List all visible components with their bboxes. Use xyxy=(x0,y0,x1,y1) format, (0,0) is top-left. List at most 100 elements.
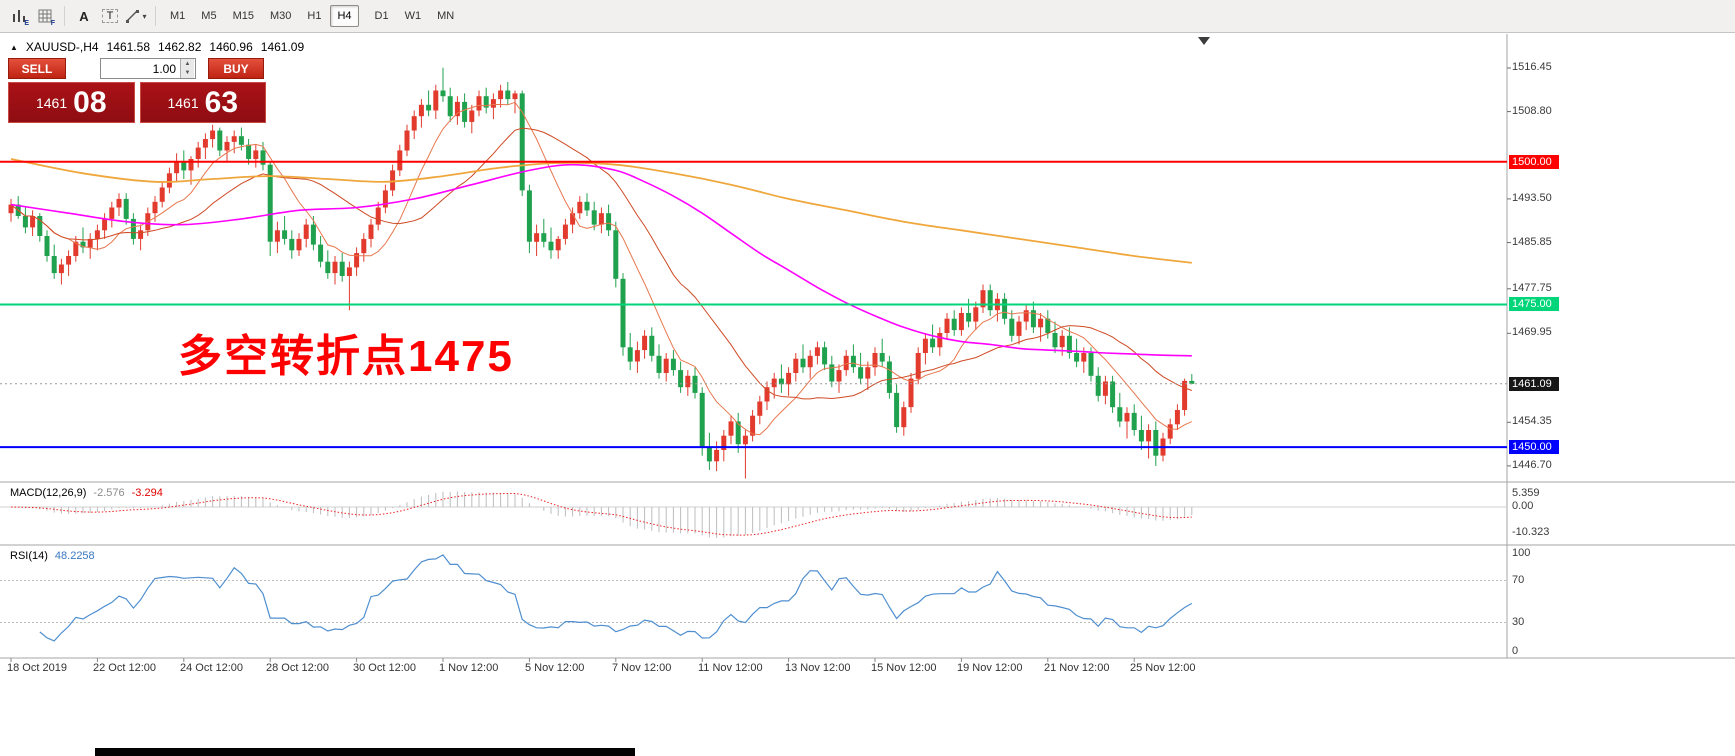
timeframe-d1-button[interactable]: D1 xyxy=(368,5,396,27)
macd-axis-label: -10.323 xyxy=(1512,526,1550,538)
one-click-trading-panel: SELL ▲ ▼ BUY 1461 08 1461 63 xyxy=(8,58,266,123)
sell-price-base: 1461 xyxy=(35,94,68,111)
time-axis-label: 22 Oct 12:00 xyxy=(93,662,156,674)
moving-averages xyxy=(10,101,1193,436)
trendline-tool-icon xyxy=(126,9,140,23)
price-axis-label: 1469.95 xyxy=(1512,326,1552,338)
volume-spinner: ▲ ▼ xyxy=(180,59,194,78)
price-tag-1475.00: 1475.00 xyxy=(1509,297,1559,311)
timeframe-mn-button[interactable]: MN xyxy=(430,5,461,27)
candlestick-chart-icon xyxy=(13,10,25,22)
ma-fast-line xyxy=(10,101,1193,436)
time-axis-label: 24 Oct 12:00 xyxy=(180,662,243,674)
toolbar-separator xyxy=(64,6,65,26)
chart-annotation-text: 多空转折点1475 xyxy=(178,332,514,381)
volume-input[interactable] xyxy=(101,59,180,78)
buy-button[interactable]: BUY xyxy=(208,58,264,79)
time-axis-label: 7 Nov 12:00 xyxy=(612,662,672,674)
sell-price-pips: 08 xyxy=(73,85,107,119)
chart-template-e-button[interactable]: E xyxy=(7,4,31,28)
price-axis-label: 1516.45 xyxy=(1512,61,1552,73)
text-annotation-button[interactable]: A xyxy=(72,4,96,28)
timeframe-w1-button[interactable]: W1 xyxy=(398,5,429,27)
macd-value: -2.576 xyxy=(93,487,125,499)
subscript-f-label: F xyxy=(50,20,55,27)
timeframe-m5-button[interactable]: M5 xyxy=(194,5,223,27)
rsi-axis-label: 30 xyxy=(1512,616,1525,628)
open-value: 1461.58 xyxy=(106,40,150,54)
time-axis-label: 30 Oct 12:00 xyxy=(353,662,416,674)
horizontal-level-lines[interactable] xyxy=(0,160,1507,449)
subscript-e-label: E xyxy=(24,20,29,27)
collapse-trade-panel-icon[interactable]: ▲ xyxy=(10,42,18,52)
sell-button[interactable]: SELL xyxy=(8,58,66,79)
dropdown-caret-icon: ▾ xyxy=(142,11,147,21)
timeframe-m30-button[interactable]: M30 xyxy=(263,5,298,27)
ma-medium-line xyxy=(10,127,1192,400)
timeframe-m15-button[interactable]: M15 xyxy=(226,5,261,27)
close-value: 1461.09 xyxy=(260,40,305,54)
time-axis-label: 11 Nov 12:00 xyxy=(698,662,763,674)
ma-magenta-line xyxy=(10,163,1192,357)
price-tag-1500.00: 1500.00 xyxy=(1509,155,1559,169)
buy-price-tile[interactable]: 1461 63 xyxy=(139,82,266,123)
macd-signal-value: -3.294 xyxy=(131,487,163,499)
macd-axis-label: 0.00 xyxy=(1512,500,1534,512)
volume-control: ▲ ▼ xyxy=(100,58,196,79)
low-value: 1460.96 xyxy=(209,40,253,54)
panel-frame xyxy=(0,34,1735,662)
rsi-axis-label: 70 xyxy=(1512,574,1525,586)
time-axis-label: 28 Oct 12:00 xyxy=(266,662,329,674)
macd-indicator-header: MACD(12,26,9) -2.576 -3.294 xyxy=(10,487,163,499)
rsi-line xyxy=(39,554,1193,642)
timeframe-h4-button[interactable]: H4 xyxy=(330,5,359,27)
price-tag-1450.00: 1450.00 xyxy=(1509,440,1559,454)
buy-price-pips: 63 xyxy=(204,85,239,119)
candlestick-series xyxy=(8,67,1195,479)
volume-decrease-button[interactable]: ▼ xyxy=(181,68,194,78)
time-axis-label: 18 Oct 2019 xyxy=(7,662,67,674)
bottom-window-edge xyxy=(95,748,635,756)
time-axis-label: 5 Nov 12:00 xyxy=(525,662,585,674)
sell-price-tile[interactable]: 1461 08 xyxy=(8,82,135,123)
time-axis-label: 15 Nov 12:00 xyxy=(871,662,937,674)
price-axis-label: 1454.35 xyxy=(1512,415,1552,427)
symbol-timeframe-label: XAUUSD-,H4 xyxy=(25,40,99,54)
macd-axis-label: 5.359 xyxy=(1512,487,1540,499)
chart-ohlc-header: ▲ XAUUSD-,H4 1461.58 1462.82 1460.96 146… xyxy=(10,40,304,54)
time-axis-label: 13 Nov 12:00 xyxy=(785,662,851,674)
rsi-value: 48.2258 xyxy=(54,550,95,562)
price-axis-label: 1508.80 xyxy=(1512,105,1552,117)
high-value: 1462.82 xyxy=(158,40,202,54)
crosshair-tool-button[interactable]: ▾ xyxy=(124,4,148,28)
ma-orange-line xyxy=(10,158,1192,264)
volume-increase-button[interactable]: ▲ xyxy=(181,59,194,69)
timeframe-toolbar: M1 M5 M15 M30 H1 H4 D1 W1 MN xyxy=(162,5,462,27)
time-axis-label: 1 Nov 12:00 xyxy=(439,662,499,674)
timeframe-h1-button[interactable]: H1 xyxy=(300,5,328,27)
rsi-panel xyxy=(0,554,1507,642)
rsi-indicator-header: RSI(14) 48.2258 xyxy=(10,550,95,562)
timeframe-m1-button[interactable]: M1 xyxy=(163,5,192,27)
rsi-axis-label: 100 xyxy=(1512,547,1531,559)
buy-price-base: 1461 xyxy=(167,94,199,111)
grid-icon xyxy=(38,9,52,23)
rsi-axis-label: 0 xyxy=(1512,645,1519,657)
text-label-tool-button[interactable]: T xyxy=(98,4,122,28)
price-axis-label: 1493.50 xyxy=(1512,192,1552,204)
price-axis-label: 1485.85 xyxy=(1512,236,1552,248)
time-axis-label: 21 Nov 12:00 xyxy=(1044,662,1110,674)
time-axis-label: 25 Nov 12:00 xyxy=(1130,662,1196,674)
grid-template-f-button[interactable]: F xyxy=(33,4,57,28)
price-axis-label: 1446.70 xyxy=(1512,459,1552,471)
chart-shift-marker xyxy=(1198,37,1210,45)
price-tag-1461.09: 1461.09 xyxy=(1509,377,1559,391)
macd-panel xyxy=(0,491,1507,538)
price-axis-label: 1477.75 xyxy=(1512,282,1552,294)
macd-title: MACD(12,26,9) xyxy=(10,487,87,499)
time-axis-label: 19 Nov 12:00 xyxy=(957,662,1023,674)
toolbar-separator xyxy=(155,6,156,26)
main-toolbar: E F A T ▾ M1 M5 M15 M30 H1 H4 D1 W1 MN xyxy=(0,0,1735,33)
